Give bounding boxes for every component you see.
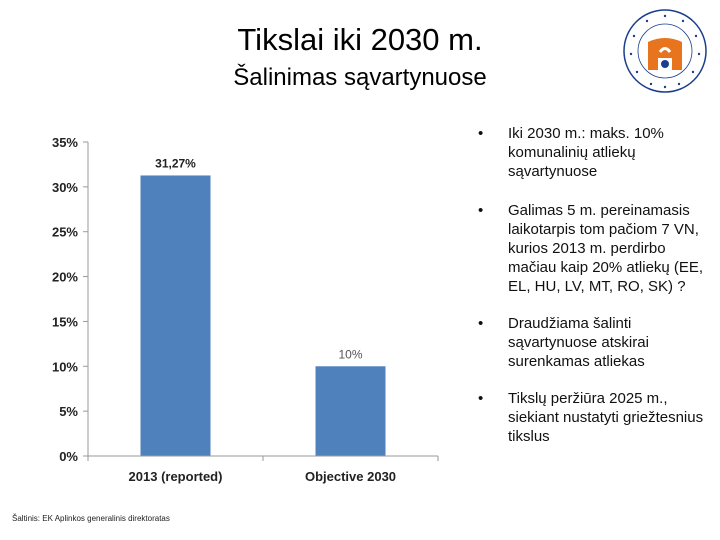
- source-note: Šaltinis: EK Aplinkos generalinis direkt…: [12, 514, 170, 523]
- x-category-label: Objective 2030: [305, 469, 396, 484]
- ministry-logo: [623, 9, 707, 93]
- bar: [140, 175, 211, 456]
- y-tick-label: 25%: [52, 225, 78, 240]
- bullet-text: Galimas 5 m. pereinamasis laikotarpis to…: [508, 202, 704, 295]
- y-tick-label: 0%: [59, 449, 78, 464]
- bullet-marker: •: [478, 315, 484, 332]
- bullet-marker: •: [478, 202, 484, 219]
- y-tick-label: 35%: [52, 135, 78, 150]
- bullet-marker: •: [478, 125, 484, 142]
- y-tick-label: 15%: [52, 314, 78, 329]
- bullet-list: • Iki 2030 m.: maks. 10% komunalinių atli…: [478, 124, 710, 446]
- x-category-label: 2013 (reported): [129, 469, 223, 484]
- bullet-text: Draudžiama šalinti sąvartynuose atskirai…: [508, 315, 649, 370]
- bullet-item: • Tikslų peržiūra 2025 m., siekiant nusta…: [478, 389, 710, 446]
- data-label: 10%: [338, 347, 362, 361]
- bars: 31,27% 10%: [140, 156, 386, 456]
- bullet-text: Iki 2030 m.: maks. 10% komunalinių atlie…: [508, 125, 664, 180]
- slide-title: Tikslai iki 2030 m.: [237, 22, 483, 57]
- bullet-item: • Galimas 5 m. pereinamasis laikotarpis t…: [478, 201, 710, 296]
- bullet-item: • Iki 2030 m.: maks. 10% komunalinių atli…: [478, 124, 710, 181]
- y-tick-label: 5%: [59, 404, 78, 419]
- y-tick-label: 30%: [52, 180, 78, 195]
- y-tick-label: 20%: [52, 270, 78, 285]
- bullet-item: • Draudžiama šalinti sąvartynuose atskira…: [478, 314, 710, 371]
- bullet-marker: •: [478, 390, 484, 407]
- data-label: 31,27%: [155, 156, 196, 170]
- y-tick-label: 10%: [52, 359, 78, 374]
- slide-subtitle: Šalinimas sąvartynuose: [233, 64, 487, 91]
- bullet-text: Tikslų peržiūra 2025 m., siekiant nustat…: [508, 390, 704, 445]
- bar: [315, 366, 386, 456]
- x-axis: 2013 (reported) Objective 2030: [87, 455, 439, 484]
- y-axis: 0% 5% 10% 15% 20% 25% 30% 35%: [52, 135, 89, 464]
- bar-chart: 0% 5% 10% 15% 20% 25% 30% 35% 31,27% 10% 2013 (r…: [52, 135, 439, 484]
